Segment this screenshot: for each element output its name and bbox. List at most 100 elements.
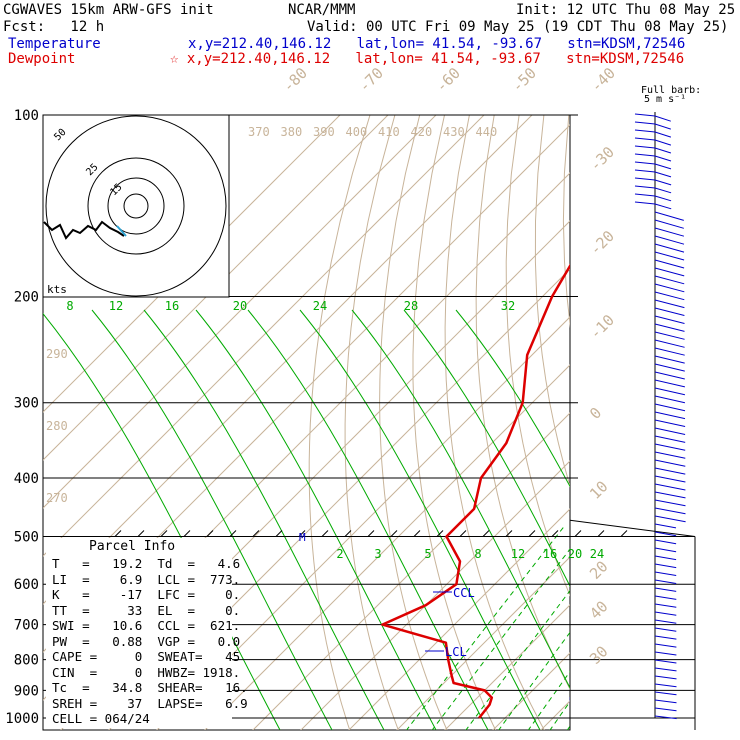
theta-label: 370 [248, 125, 270, 139]
hodograph-ring [107, 177, 165, 235]
wind-barb [654, 203, 672, 210]
wind-barb-tick [634, 201, 656, 205]
forecast-hour: Fcst: 12 h [3, 19, 105, 35]
wind-barb [654, 651, 677, 656]
isotherm-line [588, 115, 740, 731]
pressure-label: 200 [14, 290, 39, 306]
wind-barb [654, 435, 686, 443]
dry-adiabat [444, 115, 545, 730]
parcel-info-row: CELL = 064/24 [52, 711, 150, 726]
dewpoint-label: Dewpoint [8, 51, 76, 67]
wind-barb [654, 347, 685, 356]
hatch-mark [574, 530, 582, 537]
wind-barb [654, 395, 686, 404]
wind-barb [654, 219, 684, 229]
wind-barbs [634, 112, 686, 720]
dry-adiabat [668, 115, 740, 731]
isotherm-label: -50 [508, 64, 540, 96]
isotherm-line [43, 115, 389, 461]
m-label: M [299, 531, 306, 544]
wind-barb [654, 187, 672, 194]
theta-label: 420 [411, 125, 433, 139]
wind-barb [654, 267, 685, 277]
dry-adiabat [643, 115, 740, 731]
isotherm-label: -20 [586, 227, 618, 259]
wind-barb [654, 675, 677, 680]
hatch-mark [597, 530, 605, 537]
hodograph-units: kts [47, 283, 67, 296]
wind-barb [654, 507, 686, 515]
pressure-label: 100 [14, 108, 39, 124]
mixing-ratio-label: 24 [590, 547, 604, 561]
wind-barb [654, 443, 686, 451]
sounding-curves [381, 263, 570, 719]
valid-time: Valid: 00 UTC Fri 09 May 25 (19 CDT Thu … [307, 19, 729, 35]
wind-barb-tick [634, 193, 656, 197]
wind-barb [654, 179, 672, 186]
hodograph-frame [42, 114, 230, 298]
theta-side-label: 280 [46, 419, 68, 433]
wind-barb-tick [634, 169, 656, 173]
pressure-label: 400 [14, 471, 39, 487]
wind-barb [654, 315, 685, 324]
isotherm-line [636, 115, 740, 731]
wind-barb [654, 227, 685, 237]
parcel-info-panel: Parcel Info T = 19.2 Td = 4.6 LI = 6.9 LC… [46, 538, 248, 728]
wind-barb-tick [634, 121, 656, 125]
wind-barb [654, 499, 686, 507]
pressure-label: 700 [14, 618, 39, 634]
wind-barb [654, 387, 686, 396]
moist-adiabat [299, 309, 541, 730]
moist-adiabat [403, 309, 570, 588]
hatch-mark [413, 530, 421, 537]
mixing-ratio-label: 5 [424, 547, 431, 561]
isotherm-label: 20 [586, 557, 612, 583]
mixing-ratio-label: 16 [165, 299, 179, 313]
hatch-mark [114, 530, 122, 537]
wind-barb [654, 163, 672, 170]
hatch-mark [436, 530, 444, 537]
parcel-info-row: PW = 0.88 VGP = 0.0 [52, 633, 241, 649]
wind-barb [654, 659, 677, 664]
moist-adiabat [247, 309, 489, 730]
mixing-ratio-label: 12 [511, 547, 525, 561]
wind-barb [654, 603, 677, 608]
frame-diagonal [569, 519, 696, 537]
pressure-label: 900 [14, 683, 39, 699]
hatch-mark [298, 530, 306, 537]
mixing-ratio-label: 20 [568, 547, 582, 561]
wind-barb [654, 139, 672, 146]
wind-barb [654, 563, 677, 569]
pressure-label: 300 [14, 396, 39, 412]
hodograph-ring [87, 157, 185, 255]
dry-adiabat [412, 115, 497, 730]
mixing-ratio-label: 2 [336, 547, 343, 561]
wind-barb [654, 531, 677, 537]
wind-barb [654, 323, 685, 332]
wind-barb [654, 147, 672, 154]
mixing-ratio-label: 32 [501, 299, 515, 313]
wind-barb [654, 611, 677, 616]
dry-adiabat [379, 115, 448, 730]
isotherm-line [684, 115, 740, 731]
wind-barb [654, 299, 685, 309]
storm-motion-vector [116, 225, 127, 237]
theta-label: 380 [281, 125, 303, 139]
hodograph-ring [45, 115, 227, 297]
wind-barb [654, 307, 685, 316]
parcel-info-row: SWI = 10.6 CCL = 621. [52, 618, 241, 633]
wind-barb [654, 283, 685, 293]
wind-barb [654, 195, 672, 202]
parcel-info-title: Parcel Info [89, 539, 176, 554]
ccl-label: CCL [453, 586, 475, 600]
wind-barb-tick [634, 129, 656, 133]
wind-barb [654, 715, 677, 720]
mixing-ratio-label: 8 [474, 547, 481, 561]
moist-adiabat [43, 312, 281, 730]
mixing-ratio-line [465, 589, 570, 730]
mixing-ratio-line [566, 725, 570, 730]
hatch-mark [275, 530, 283, 537]
temperature-station-info: x,y=212.40,146.12 lat,lon= 41.54, -93.67… [188, 36, 686, 52]
mixing-ratio-label: 3 [374, 547, 381, 561]
